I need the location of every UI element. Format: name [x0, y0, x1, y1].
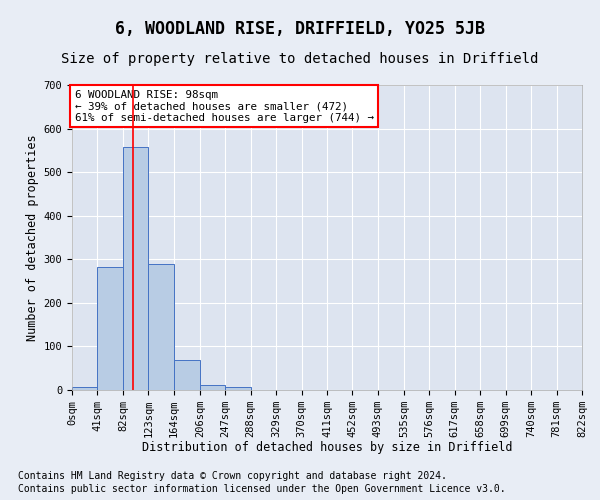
Bar	[72, 387, 97, 390]
Bar	[200, 385, 225, 390]
Bar	[225, 387, 251, 390]
Bar	[123, 148, 148, 390]
Text: 6, WOODLAND RISE, DRIFFIELD, YO25 5JB: 6, WOODLAND RISE, DRIFFIELD, YO25 5JB	[115, 20, 485, 38]
Text: Contains HM Land Registry data © Crown copyright and database right 2024.: Contains HM Land Registry data © Crown c…	[18, 471, 447, 481]
Bar	[148, 264, 174, 390]
Y-axis label: Number of detached properties: Number of detached properties	[26, 134, 40, 341]
Text: Contains public sector information licensed under the Open Government Licence v3: Contains public sector information licen…	[18, 484, 506, 494]
Bar	[97, 266, 123, 390]
Text: 6 WOODLAND RISE: 98sqm
← 39% of detached houses are smaller (472)
61% of semi-de: 6 WOODLAND RISE: 98sqm ← 39% of detached…	[74, 90, 374, 123]
X-axis label: Distribution of detached houses by size in Driffield: Distribution of detached houses by size …	[142, 442, 512, 454]
Text: Size of property relative to detached houses in Driffield: Size of property relative to detached ho…	[61, 52, 539, 66]
Bar	[174, 360, 200, 390]
